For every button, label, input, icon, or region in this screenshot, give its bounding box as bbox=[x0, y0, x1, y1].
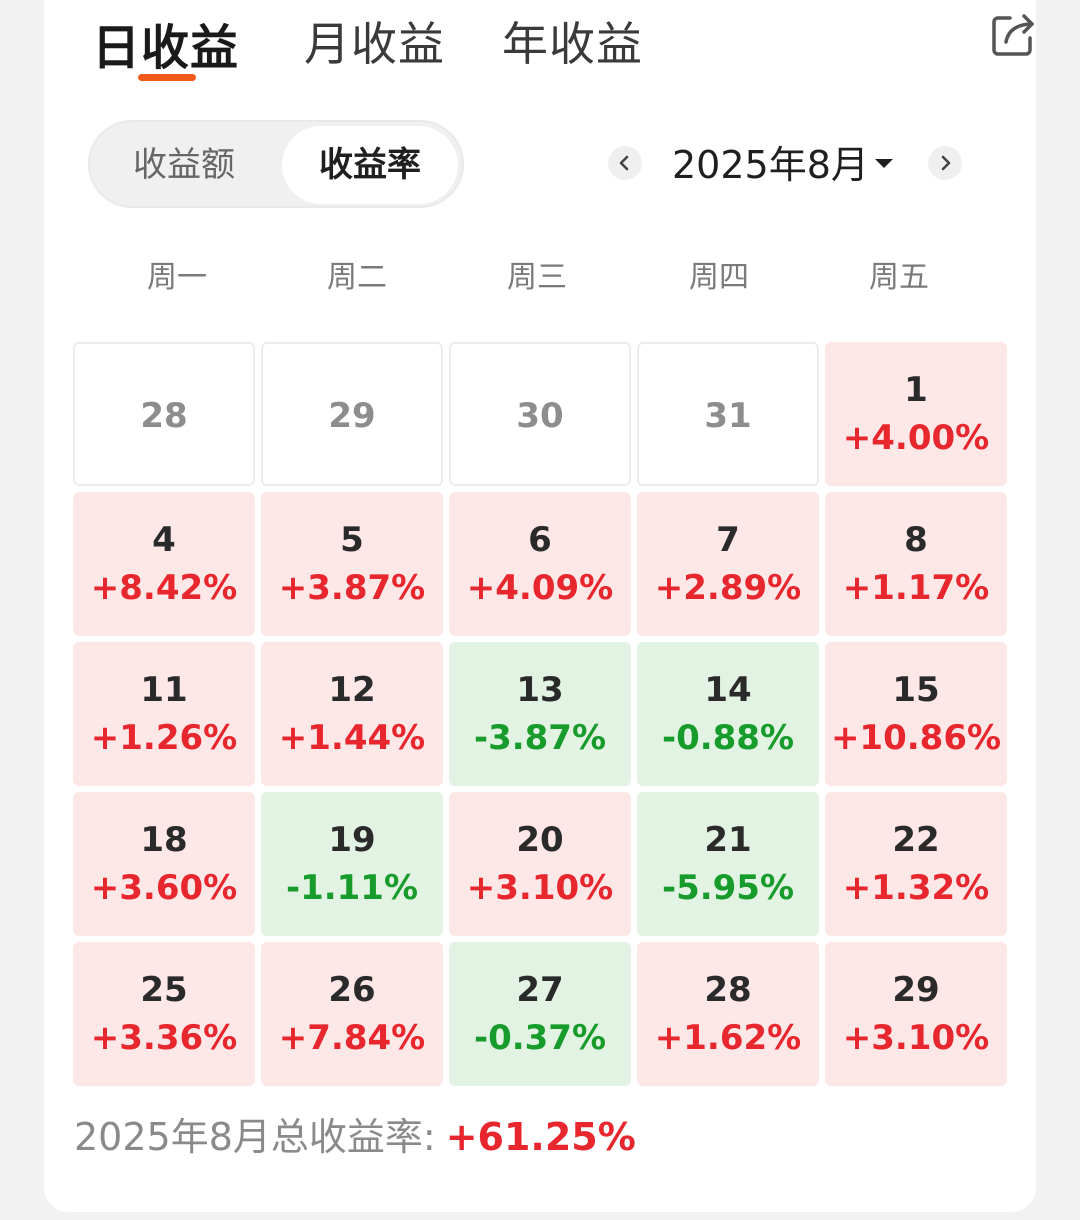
calendar-day-cell[interactable]: 20 +3.10% bbox=[449, 792, 631, 936]
calendar-day-cell: 28 bbox=[73, 342, 255, 486]
day-number: 12 bbox=[328, 670, 376, 710]
day-return-rate: -0.37% bbox=[473, 1018, 607, 1058]
monthly-total: 2025年8月总收益率: +61.25% bbox=[74, 1106, 636, 1161]
day-return-rate: +10.86% bbox=[830, 718, 1002, 758]
monthly-total-value: +61.25% bbox=[445, 1115, 636, 1159]
calendar-day-cell[interactable]: 6 +4.09% bbox=[449, 492, 631, 636]
prev-month-button[interactable] bbox=[608, 146, 642, 180]
month-label: 2025年8月 bbox=[672, 143, 869, 187]
day-number: 8 bbox=[904, 520, 928, 560]
calendar-day-cell[interactable]: 18 +3.60% bbox=[73, 792, 255, 936]
day-return-rate: +8.42% bbox=[90, 568, 238, 608]
day-return-rate: +1.32% bbox=[842, 868, 990, 908]
day-return-rate: +3.10% bbox=[842, 1018, 990, 1058]
calendar-day-cell[interactable]: 14 -0.88% bbox=[637, 642, 819, 786]
day-return-rate: +3.36% bbox=[90, 1018, 238, 1058]
day-number: 28 bbox=[140, 396, 188, 436]
calendar-day-cell[interactable]: 5 +3.87% bbox=[261, 492, 443, 636]
calendar-day-cell: 29 bbox=[261, 342, 443, 486]
day-number: 6 bbox=[528, 520, 552, 560]
day-number: 25 bbox=[140, 970, 188, 1010]
day-number: 14 bbox=[704, 670, 752, 710]
calendar-day-cell[interactable]: 21 -5.95% bbox=[637, 792, 819, 936]
day-number: 30 bbox=[516, 396, 564, 436]
metric-toggle: 收益额 收益率 bbox=[88, 120, 464, 208]
day-number: 22 bbox=[892, 820, 940, 860]
next-month-button[interactable] bbox=[928, 146, 962, 180]
weekday-fri: 周五 bbox=[869, 260, 929, 295]
weekday-tue: 周二 bbox=[327, 260, 387, 295]
weekday-mon: 周一 bbox=[147, 260, 207, 295]
day-return-rate: +1.44% bbox=[278, 718, 426, 758]
day-number: 4 bbox=[152, 520, 176, 560]
day-number: 18 bbox=[140, 820, 188, 860]
calendar-day-cell[interactable]: 22 +1.32% bbox=[825, 792, 1007, 936]
weekday-wed: 周三 bbox=[507, 260, 567, 295]
calendar-day-cell[interactable]: 28 +1.62% bbox=[637, 942, 819, 1086]
calendar-day-cell[interactable]: 25 +3.36% bbox=[73, 942, 255, 1086]
chevron-right-icon bbox=[941, 155, 951, 171]
day-number: 7 bbox=[716, 520, 740, 560]
active-tab-indicator bbox=[138, 74, 196, 81]
day-number: 11 bbox=[140, 670, 188, 710]
month-selector[interactable]: 2025年8月 bbox=[672, 140, 893, 190]
tab-daily[interactable]: 日收益 bbox=[92, 20, 240, 76]
daily-returns-card: 日收益 月收益 年收益 收益额 收益率 2025年8月 周一 周二 周三 周四 … bbox=[44, 0, 1036, 1212]
day-return-rate: +3.60% bbox=[90, 868, 238, 908]
monthly-total-label: 2025年8月总收益率: bbox=[74, 1115, 436, 1159]
day-number: 26 bbox=[328, 970, 376, 1010]
toggle-amount[interactable]: 收益额 bbox=[133, 145, 235, 185]
day-return-rate: +3.10% bbox=[466, 868, 614, 908]
day-return-rate: -1.11% bbox=[285, 868, 419, 908]
day-number: 20 bbox=[516, 820, 564, 860]
day-number: 29 bbox=[328, 396, 376, 436]
day-number: 29 bbox=[892, 970, 940, 1010]
calendar-day-cell[interactable]: 11 +1.26% bbox=[73, 642, 255, 786]
calendar-day-cell[interactable]: 4 +8.42% bbox=[73, 492, 255, 636]
day-return-rate: +7.84% bbox=[278, 1018, 426, 1058]
day-return-rate: +2.89% bbox=[654, 568, 802, 608]
calendar-day-cell: 30 bbox=[449, 342, 631, 486]
day-number: 5 bbox=[340, 520, 364, 560]
calendar-day-cell[interactable]: 19 -1.11% bbox=[261, 792, 443, 936]
day-return-rate: -5.95% bbox=[661, 868, 795, 908]
chevron-left-icon bbox=[619, 155, 629, 171]
share-icon[interactable] bbox=[988, 10, 1038, 60]
day-number: 27 bbox=[516, 970, 564, 1010]
toggle-rate[interactable]: 收益率 bbox=[282, 126, 458, 204]
weekday-thu: 周四 bbox=[689, 260, 749, 295]
day-number: 13 bbox=[516, 670, 564, 710]
day-number: 15 bbox=[892, 670, 940, 710]
day-return-rate: +1.62% bbox=[654, 1018, 802, 1058]
calendar-day-cell[interactable]: 8 +1.17% bbox=[825, 492, 1007, 636]
calendar-day-cell[interactable]: 29 +3.10% bbox=[825, 942, 1007, 1086]
day-return-rate: +4.00% bbox=[842, 418, 990, 458]
day-return-rate: +4.09% bbox=[466, 568, 614, 608]
day-number: 21 bbox=[704, 820, 752, 860]
day-return-rate: -0.88% bbox=[661, 718, 795, 758]
tab-yearly[interactable]: 年收益 bbox=[502, 17, 643, 71]
day-number: 31 bbox=[704, 396, 752, 436]
calendar-day-cell[interactable]: 1 +4.00% bbox=[825, 342, 1007, 486]
calendar-day-cell[interactable]: 15 +10.86% bbox=[825, 642, 1007, 786]
day-return-rate: -3.87% bbox=[473, 718, 607, 758]
calendar-day-cell[interactable]: 26 +7.84% bbox=[261, 942, 443, 1086]
day-number: 28 bbox=[704, 970, 752, 1010]
day-return-rate: +1.26% bbox=[90, 718, 238, 758]
day-return-rate: +1.17% bbox=[842, 568, 990, 608]
calendar-day-cell[interactable]: 27 -0.37% bbox=[449, 942, 631, 1086]
day-number: 19 bbox=[328, 820, 376, 860]
caret-down-icon bbox=[874, 159, 893, 168]
tab-monthly[interactable]: 月收益 bbox=[304, 17, 445, 71]
calendar-day-cell: 31 bbox=[637, 342, 819, 486]
day-number: 1 bbox=[904, 370, 928, 410]
calendar-day-cell[interactable]: 7 +2.89% bbox=[637, 492, 819, 636]
calendar-day-cell[interactable]: 13 -3.87% bbox=[449, 642, 631, 786]
calendar-day-cell[interactable]: 12 +1.44% bbox=[261, 642, 443, 786]
day-return-rate: +3.87% bbox=[278, 568, 426, 608]
